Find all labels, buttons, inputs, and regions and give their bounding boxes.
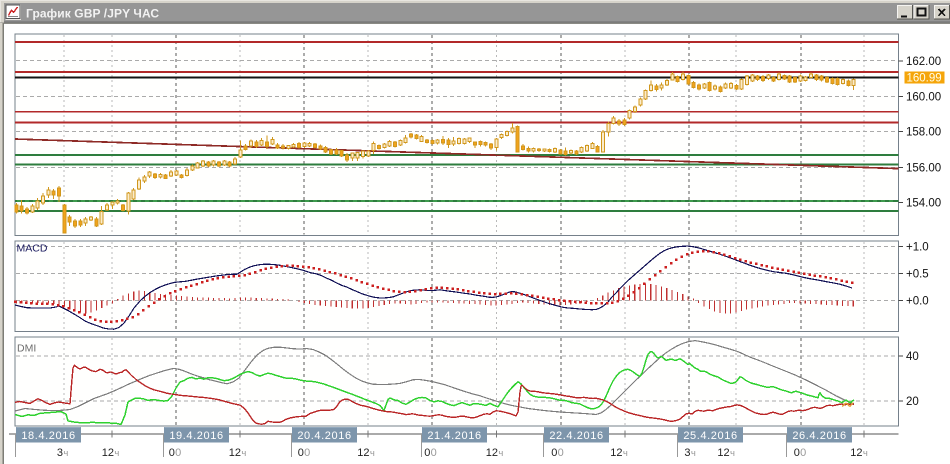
svg-text:+0.0: +0.0 bbox=[906, 296, 929, 308]
svg-text:3: 3 bbox=[684, 447, 690, 459]
svg-text:40: 40 bbox=[906, 351, 919, 363]
svg-text:156.00: 156.00 bbox=[906, 163, 941, 175]
svg-text:0: 0 bbox=[175, 447, 181, 459]
svg-text:0: 0 bbox=[431, 447, 437, 459]
svg-text:+0.5: +0.5 bbox=[906, 269, 929, 281]
svg-text:ч: ч bbox=[370, 448, 375, 459]
svg-text:21.4.2016: 21.4.2016 bbox=[427, 430, 481, 442]
svg-text:160.99: 160.99 bbox=[907, 73, 942, 85]
svg-text:0: 0 bbox=[794, 447, 800, 459]
svg-text:0: 0 bbox=[424, 447, 430, 459]
svg-text:158.00: 158.00 bbox=[906, 127, 941, 139]
svg-text:ч: ч bbox=[241, 448, 246, 459]
svg-text:160.00: 160.00 bbox=[906, 92, 941, 104]
svg-text:0: 0 bbox=[800, 447, 806, 459]
svg-text:25.4.2016: 25.4.2016 bbox=[683, 430, 737, 442]
svg-text:12: 12 bbox=[357, 447, 369, 459]
svg-text:График GBP /JPY ЧАС: График GBP /JPY ЧАС bbox=[26, 7, 159, 21]
svg-text:12: 12 bbox=[229, 447, 241, 459]
svg-text:0: 0 bbox=[304, 447, 310, 459]
svg-text:+1.0: +1.0 bbox=[906, 242, 929, 254]
svg-text:MACD: MACD bbox=[17, 243, 48, 255]
svg-text:18.4.2016: 18.4.2016 bbox=[21, 430, 75, 442]
svg-text:26.4.2016: 26.4.2016 bbox=[792, 430, 846, 442]
svg-text:0: 0 bbox=[298, 447, 304, 459]
svg-text:DMI: DMI bbox=[17, 343, 36, 355]
svg-text:3: 3 bbox=[57, 447, 63, 459]
svg-text:ч: ч bbox=[691, 448, 696, 459]
svg-text:12: 12 bbox=[610, 447, 622, 459]
svg-text:ч: ч bbox=[863, 448, 868, 459]
svg-text:162.00: 162.00 bbox=[906, 56, 941, 68]
svg-text:0: 0 bbox=[169, 447, 175, 459]
svg-text:ч: ч bbox=[498, 448, 503, 459]
svg-text:0: 0 bbox=[558, 447, 564, 459]
svg-text:12: 12 bbox=[717, 447, 729, 459]
svg-text:19.4.2016: 19.4.2016 bbox=[169, 430, 223, 442]
svg-text:12: 12 bbox=[486, 447, 498, 459]
svg-text:22.4.2016: 22.4.2016 bbox=[549, 430, 603, 442]
svg-text:ч: ч bbox=[114, 448, 119, 459]
svg-text:20: 20 bbox=[906, 396, 919, 408]
svg-text:ч: ч bbox=[623, 448, 628, 459]
svg-text:ч: ч bbox=[730, 448, 735, 459]
svg-text:20.4.2016: 20.4.2016 bbox=[297, 430, 351, 442]
svg-text:ч: ч bbox=[63, 448, 68, 459]
svg-text:12: 12 bbox=[850, 447, 862, 459]
svg-text:154.00: 154.00 bbox=[906, 198, 941, 210]
svg-text:0: 0 bbox=[551, 447, 557, 459]
svg-text:12: 12 bbox=[102, 447, 114, 459]
